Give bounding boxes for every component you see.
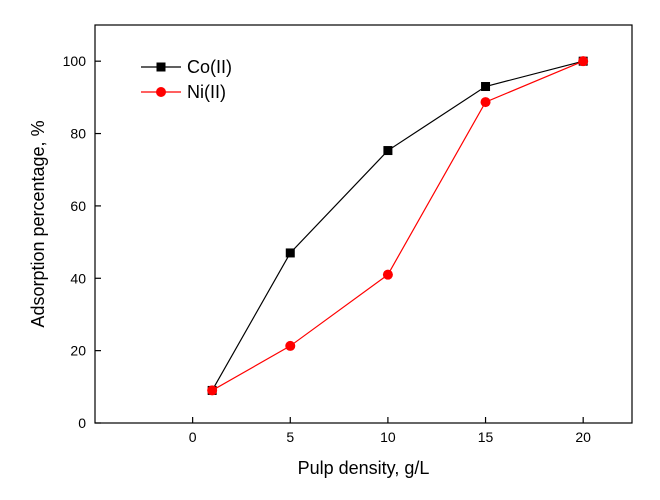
series-line-co [211, 60, 584, 391]
y-tick-label: 80 [70, 126, 86, 142]
data-point-ni [285, 340, 296, 351]
data-point-co [285, 248, 295, 258]
data-point-ni [382, 269, 393, 280]
data-point-co [383, 146, 393, 156]
series-line-ni [211, 60, 584, 391]
x-tick-label: 0 [189, 429, 197, 445]
legend-circle-marker [156, 87, 166, 97]
x-tick-label: 5 [286, 429, 294, 445]
legend-label: Ni(II) [187, 82, 226, 102]
legend-item-ni: Ni(II) [141, 82, 226, 102]
x-axis-title: Pulp density, g/L [298, 458, 430, 478]
y-tick-label: 0 [78, 415, 86, 431]
y-tick-label: 100 [63, 53, 87, 69]
x-tick-label: 10 [380, 429, 396, 445]
y-tick-label: 60 [70, 198, 86, 214]
legend-square-marker [156, 62, 166, 72]
series-layer [207, 56, 589, 396]
legend: Co(II) Ni(II) [141, 57, 232, 102]
data-point-co [481, 82, 491, 92]
data-point-ni [578, 56, 589, 67]
data-point-ni [207, 385, 218, 396]
y-axis-ticks: 0 20 40 60 80 100 [63, 53, 101, 431]
plot-frame [94, 24, 633, 424]
legend-label: Co(II) [187, 57, 232, 77]
series-ni [207, 56, 589, 396]
y-tick-label: 40 [70, 270, 86, 286]
y-tick-label: 20 [70, 343, 86, 359]
x-tick-label: 15 [478, 429, 494, 445]
x-axis-ticks: 0 5 10 15 20 [189, 417, 591, 445]
y-axis-title: Adsorption percentage, % [28, 120, 48, 327]
series-co [207, 56, 588, 395]
data-point-ni [480, 97, 491, 108]
legend-item-co: Co(II) [141, 57, 232, 77]
x-tick-label: 20 [575, 429, 591, 445]
